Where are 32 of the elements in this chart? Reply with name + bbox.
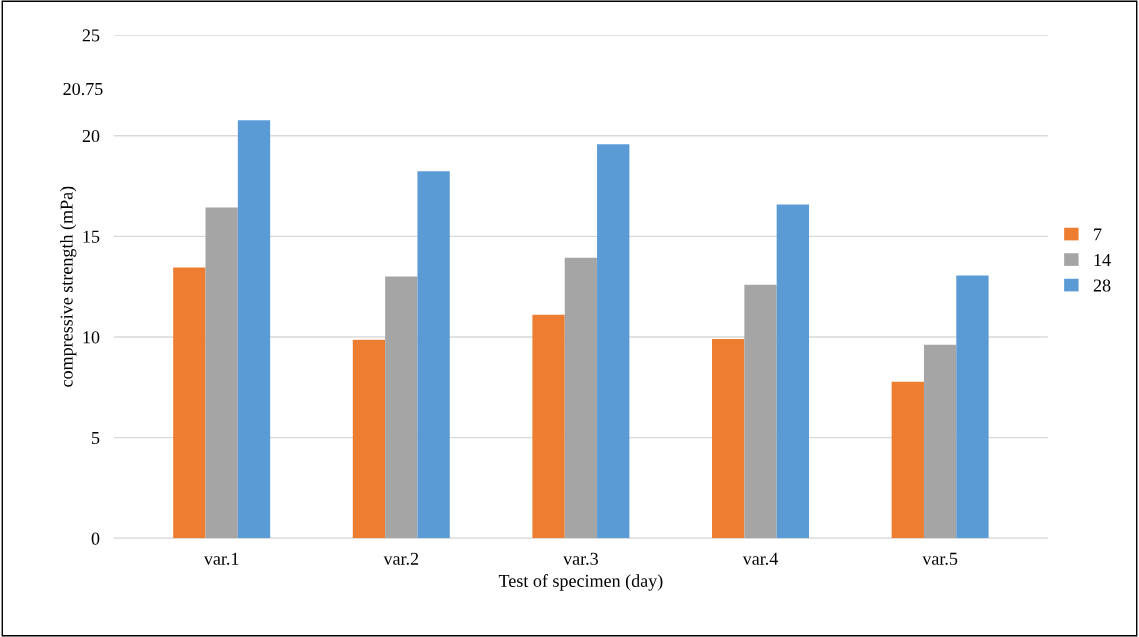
x-axis-title: Test of specimen (day) [498,574,663,591]
x-tick-label: var.2 [383,552,419,565]
y-tick-label: 25 [82,29,100,42]
bar [956,275,989,539]
x-tick-label: var.1 [203,552,239,565]
bar [712,338,745,539]
bar [744,284,777,539]
bar [352,339,386,539]
bar [385,276,418,539]
bar [417,171,450,539]
y-tick-label: 20 [82,129,100,143]
x-tick-label: var.5 [922,552,958,565]
bar [597,144,630,539]
bar [923,344,957,539]
x-tick-label: var.4 [742,552,779,565]
bar [205,207,238,539]
y-tick-label: 0 [91,532,100,545]
bar [237,120,271,539]
bar [532,314,565,539]
y-tick-label: 10 [83,331,100,344]
legend-label: 7 [1094,228,1102,241]
x-tick-label: var.3 [563,552,598,565]
y-axis-title: compressive strength (mPa) [59,186,77,387]
text: 20.75 [63,82,103,96]
bar [891,381,924,539]
y-tick-label: 5 [92,432,100,445]
y-tick-label: 15 [83,230,100,243]
legend-label: 14 [1094,253,1111,266]
bar [776,204,809,539]
legend-label: 28 [1093,279,1111,292]
bar [173,267,206,539]
bar [564,257,598,539]
